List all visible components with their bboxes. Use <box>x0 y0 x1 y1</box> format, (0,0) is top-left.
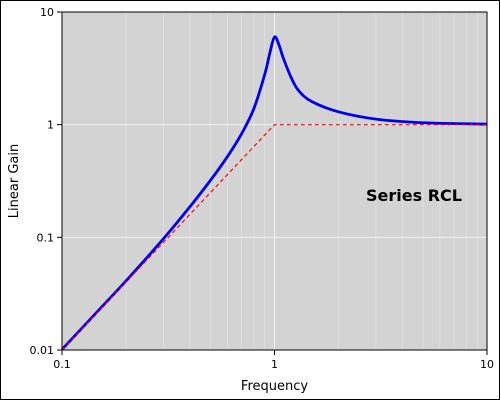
gain-series-line <box>60 35 488 351</box>
y-axis-label: Linear Gain <box>7 144 22 218</box>
x-tick-label: 10 <box>480 358 494 371</box>
series-layer <box>60 35 488 351</box>
x-tick-label: 1 <box>271 358 278 371</box>
chart-annotation: Series RCL <box>366 186 462 205</box>
x-tick-label: 0.1 <box>53 358 71 371</box>
y-tick-label: 0.01 <box>30 344 55 357</box>
y-tick-label: 10 <box>40 6 54 19</box>
asymptote-series-line <box>61 124 487 351</box>
y-tick-label: 1 <box>47 119 54 132</box>
y-tick-label: 0.1 <box>37 231 55 244</box>
x-axis-label: Frequency <box>241 379 308 394</box>
minor-grid <box>125 12 478 350</box>
